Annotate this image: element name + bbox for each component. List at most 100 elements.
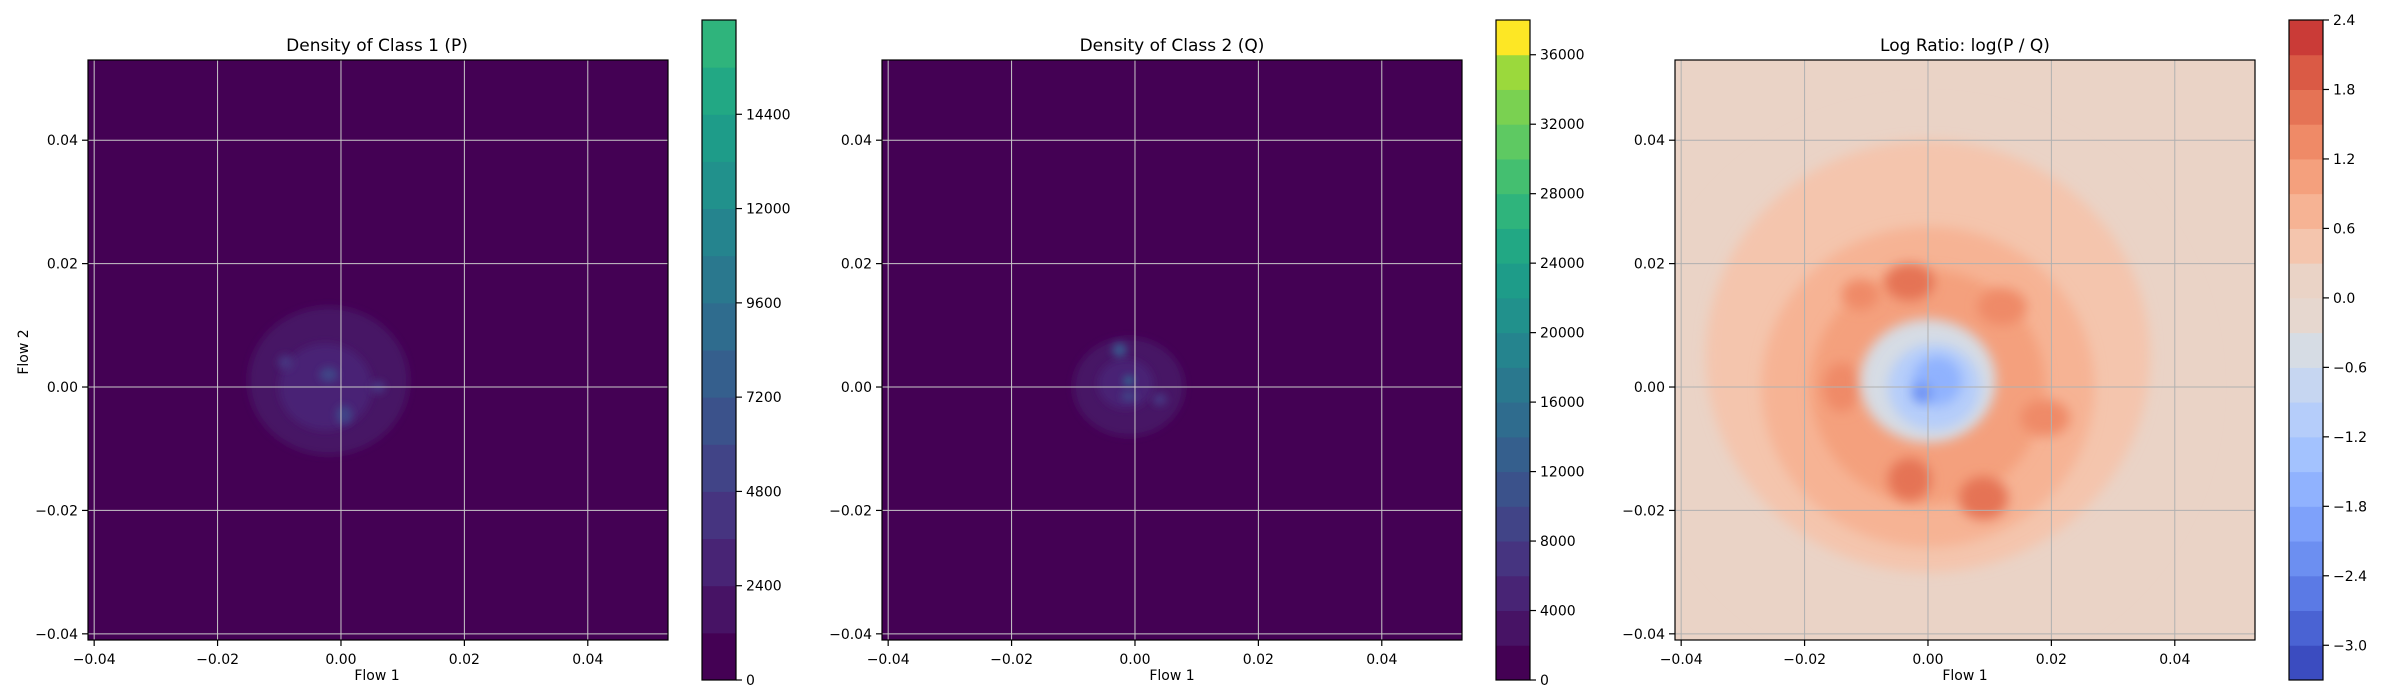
- colorbar-level-12: [1496, 228, 1530, 264]
- colorbar-level-8: [1496, 367, 1530, 403]
- colorbar-tick-label: 4000: [1540, 604, 1576, 620]
- colorbar: 0 4000 8000 12000 16000 20000 24000 28000 32000 3…: [1495, 19, 1585, 689]
- colorbar-level-13: [1496, 193, 1530, 229]
- x-axis-label: Flow 1: [354, 668, 399, 684]
- colorbar-level-3: [2289, 541, 2323, 577]
- panel-title: Log Ratio: log(P / Q): [1880, 36, 2050, 56]
- x-tick-label: 0.00: [1912, 652, 1943, 668]
- colorbar-level-10: [1496, 297, 1530, 334]
- colorbar-level-12: [702, 67, 736, 115]
- y-tick-label: −0.04: [35, 627, 78, 643]
- colorbar-level-0: [1496, 645, 1530, 681]
- x-tick-label: −0.02: [1783, 652, 1826, 668]
- panel-log-ratio: Log Ratio: log(P / Q) Flow 1 −0.04 −0.02 0…: [1622, 13, 2367, 684]
- y-tick-label: −0.04: [1622, 627, 1665, 643]
- y-tick-label: −0.04: [829, 627, 872, 643]
- colorbar-tick-label: −3.0: [2333, 638, 2367, 654]
- x-tick-label: −0.02: [990, 652, 1033, 668]
- axes-frame: [1674, 59, 2256, 641]
- x-tick-label: 0.02: [2036, 652, 2067, 668]
- colorbar-level-13: [2289, 193, 2323, 229]
- x-tick-label: 0.02: [449, 652, 480, 668]
- colorbar-level-5: [702, 397, 736, 445]
- x-tick-label: 0.04: [2159, 652, 2190, 668]
- colorbar-level-2: [1496, 575, 1530, 612]
- colorbar-level-16: [1496, 89, 1530, 125]
- y-tick-label: −0.02: [829, 503, 872, 519]
- colorbar-tick-label: 28000: [1540, 187, 1585, 203]
- colorbar-tick-label: 14400: [746, 107, 791, 123]
- ratio-region-14: [1912, 383, 1932, 403]
- grid: [1675, 60, 2255, 640]
- colorbar-tick-label: −2.4: [2333, 569, 2367, 585]
- x-tick-label: 0.02: [1243, 652, 1274, 668]
- colorbar-tick-label: 9600: [746, 296, 782, 312]
- colorbar-level-17: [2289, 54, 2323, 90]
- x-tick-label: −0.04: [1660, 652, 1703, 668]
- colorbar-tick-label: −1.2: [2333, 430, 2367, 446]
- y-tick-label: 0.00: [841, 380, 872, 396]
- colorbar-level-4: [702, 444, 736, 492]
- colorbar-tick-label: 36000: [1540, 48, 1585, 64]
- colorbar-level-3: [702, 491, 736, 540]
- colorbar-level-11: [1496, 263, 1530, 299]
- colorbar-level-0: [2289, 645, 2323, 681]
- colorbar-tick-label: 24000: [1540, 256, 1585, 272]
- density-blob-4: [1121, 391, 1137, 402]
- colorbar-level-7: [2289, 402, 2323, 438]
- y-tick-label: 0.00: [1634, 380, 1665, 396]
- colorbar-level-11: [702, 114, 736, 162]
- colorbar-tick-label: 4800: [746, 484, 782, 500]
- colorbar-tick-label: 7200: [746, 390, 782, 406]
- colorbar-level-6: [702, 350, 736, 398]
- colorbar-frame: [701, 19, 737, 681]
- colorbar-frame: [1495, 19, 1531, 681]
- panel-class1-density: Density of Class 1 (P) Flow 1 Flow 2 −0.…: [16, 19, 791, 689]
- plot-background: [882, 60, 1462, 640]
- colorbar-level-4: [2289, 506, 2323, 542]
- y-tick-label: 0.00: [47, 380, 78, 396]
- colorbar-tick-label: 0: [1540, 673, 1549, 689]
- colorbar-level-18: [2289, 20, 2323, 56]
- colorbar-level-7: [702, 302, 736, 351]
- panel-title: Density of Class 1 (P): [286, 36, 468, 56]
- x-tick-label: 0.04: [1366, 652, 1397, 668]
- y-axis-label: Flow 2: [16, 329, 32, 374]
- colorbar-tick-label: 1.2: [2333, 152, 2355, 168]
- colorbar-level-14: [2289, 158, 2323, 195]
- y-tick-label: 0.04: [47, 133, 78, 149]
- colorbar-tick-label: 20000: [1540, 326, 1585, 342]
- colorbar-level-2: [2289, 575, 2323, 612]
- colorbar-tick-label: 16000: [1540, 395, 1585, 411]
- colorbar-tick-label: 1.8: [2333, 82, 2355, 98]
- colorbar-level-3: [1496, 541, 1530, 577]
- ratio-region-10: [1958, 476, 2009, 520]
- colorbar-level-4: [1496, 506, 1530, 542]
- colorbar-tick-label: 2.4: [2333, 13, 2355, 29]
- colorbar-level-12: [2289, 228, 2323, 264]
- colorbar-level-16: [2289, 89, 2323, 125]
- colorbar: 0 2400 4800 7200 9600 12000 14400: [701, 19, 791, 689]
- x-axis-label: Flow 1: [1149, 668, 1194, 684]
- colorbar-level-9: [702, 208, 736, 257]
- colorbar-level-6: [1496, 436, 1530, 473]
- grid: [882, 60, 1462, 640]
- colorbar-level-14: [1496, 158, 1530, 195]
- x-axis-label: Flow 1: [1942, 668, 1987, 684]
- x-tick-label: −0.04: [73, 652, 116, 668]
- panel-title: Density of Class 2 (Q): [1080, 36, 1265, 56]
- colorbar-level-1: [1496, 610, 1530, 646]
- colorbar-level-7: [1496, 402, 1530, 438]
- colorbar-level-15: [2289, 124, 2323, 160]
- colorbar-level-10: [2289, 297, 2323, 334]
- colorbar-tick-label: 12000: [746, 202, 791, 218]
- colorbar-level-5: [1496, 471, 1530, 507]
- x-tick-label: −0.02: [196, 652, 239, 668]
- colorbar-level-11: [2289, 263, 2323, 299]
- colorbar-tick-label: 32000: [1540, 117, 1585, 133]
- y-tick-label: −0.02: [1622, 503, 1665, 519]
- colorbar-level-5: [2289, 471, 2323, 507]
- ratio-region-9: [1887, 457, 1932, 502]
- y-tick-label: 0.02: [47, 257, 78, 273]
- density-blob-5: [1152, 393, 1168, 406]
